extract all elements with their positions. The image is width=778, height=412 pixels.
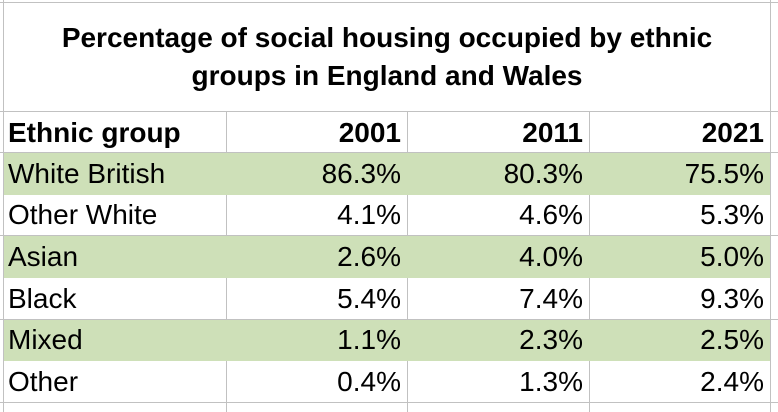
header-ethnic-group: Ethnic group — [4, 112, 227, 153]
value-cell: 5.4% — [227, 277, 408, 320]
group-cell: White British — [8, 157, 166, 189]
gridline-row6-bottom — [0, 402, 778, 403]
housing-table: Percentage of social housing occupied by… — [4, 2, 770, 403]
value-cell: 75.5% — [684, 157, 764, 189]
value-cell: 4.1% — [227, 194, 408, 237]
table-row-other-white: Other White 4.1% 4.6% 5.3% — [4, 194, 770, 237]
table-title: Percentage of social housing occupied by… — [61, 22, 713, 91]
group-cell: Other — [4, 361, 227, 403]
group-cell: Mixed — [8, 324, 83, 356]
table-row-white-british: White British 86.3% 80.3% 75.5% — [4, 153, 770, 195]
table-row-mixed: Mixed 1.1% 2.3% 2.5% — [4, 319, 770, 362]
header-2011: 2011 — [408, 112, 590, 153]
gridline-col3-sliver — [589, 403, 590, 412]
table-row-asian: Asian 2.6% 4.0% 5.0% — [4, 236, 770, 278]
value-cell: 5.3% — [700, 199, 764, 231]
value-cell: 1.3% — [408, 361, 590, 403]
value-cell: 4.0% — [519, 241, 583, 273]
value-cell: 80.3% — [503, 157, 583, 189]
gridline-col1-sliver — [226, 403, 227, 412]
header-2021: 2021 — [701, 116, 764, 148]
gridline-title-bottom — [0, 111, 778, 112]
table-header-row: Ethnic group 2001 2011 2021 — [4, 112, 770, 153]
value-cell: 4.6% — [408, 194, 590, 237]
table-row-black: Black 5.4% 7.4% 9.3% — [4, 277, 770, 320]
group-cell: Other White — [4, 194, 227, 237]
table-row-other: Other 0.4% 1.3% 2.4% — [4, 361, 770, 403]
gridline-header-bottom — [0, 152, 778, 153]
gridline-col2-sliver — [407, 403, 408, 412]
group-cell: Black — [4, 277, 227, 320]
value-cell: 2.6% — [337, 241, 401, 273]
value-cell: 2.3% — [519, 324, 583, 356]
gridline-row2-bottom — [0, 235, 778, 237]
value-cell: 1.1% — [337, 324, 401, 356]
value-cell: 2.4% — [700, 366, 764, 398]
gridline-top — [0, 2, 778, 3]
gridline-row4-bottom — [0, 318, 778, 320]
header-2001: 2001 — [227, 112, 408, 153]
value-cell: 7.4% — [408, 277, 590, 320]
gridline-left-edge — [3, 0, 4, 412]
value-cell: 0.4% — [227, 361, 408, 403]
gridline-right-edge — [770, 0, 771, 412]
group-cell: Asian — [8, 241, 79, 273]
table-title-row: Percentage of social housing occupied by… — [4, 2, 770, 112]
value-cell: 9.3% — [700, 282, 764, 314]
value-cell: 2.5% — [700, 324, 764, 356]
value-cell: 5.0% — [700, 241, 764, 273]
value-cell: 86.3% — [321, 157, 401, 189]
